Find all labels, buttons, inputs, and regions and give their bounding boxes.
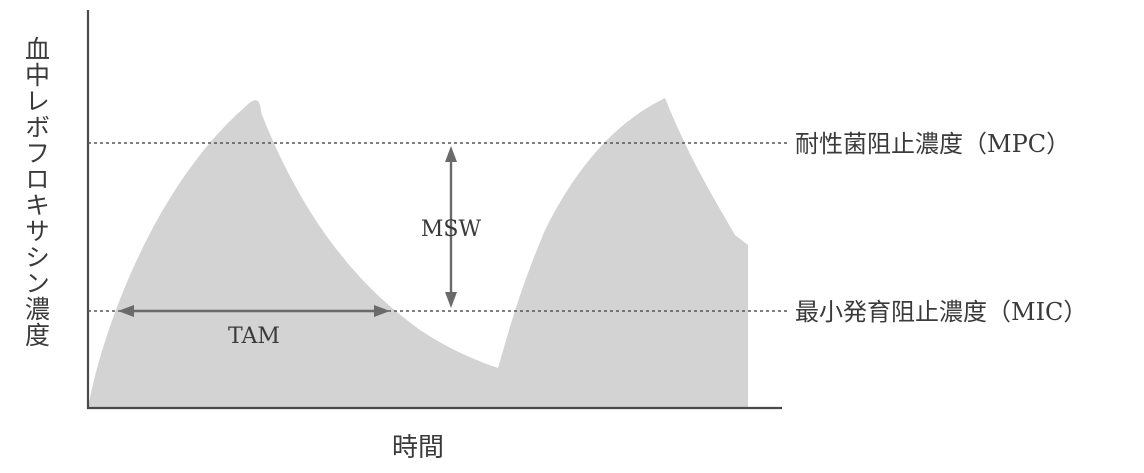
y-axis-label: 血中レボフロキサシン濃度 [22, 36, 51, 348]
tam-arrow [118, 305, 390, 317]
mic-label: 最小発育阻止濃度（MIC） [795, 298, 1087, 326]
concentration-curve [88, 98, 748, 408]
msw-label: MSW [421, 217, 482, 242]
x-axis-label: 時間 [392, 433, 444, 463]
tam-label: TAM [228, 324, 280, 349]
mpc-label: 耐性菌阻止濃度（MPC） [795, 130, 1070, 158]
msw-arrow [445, 146, 457, 308]
